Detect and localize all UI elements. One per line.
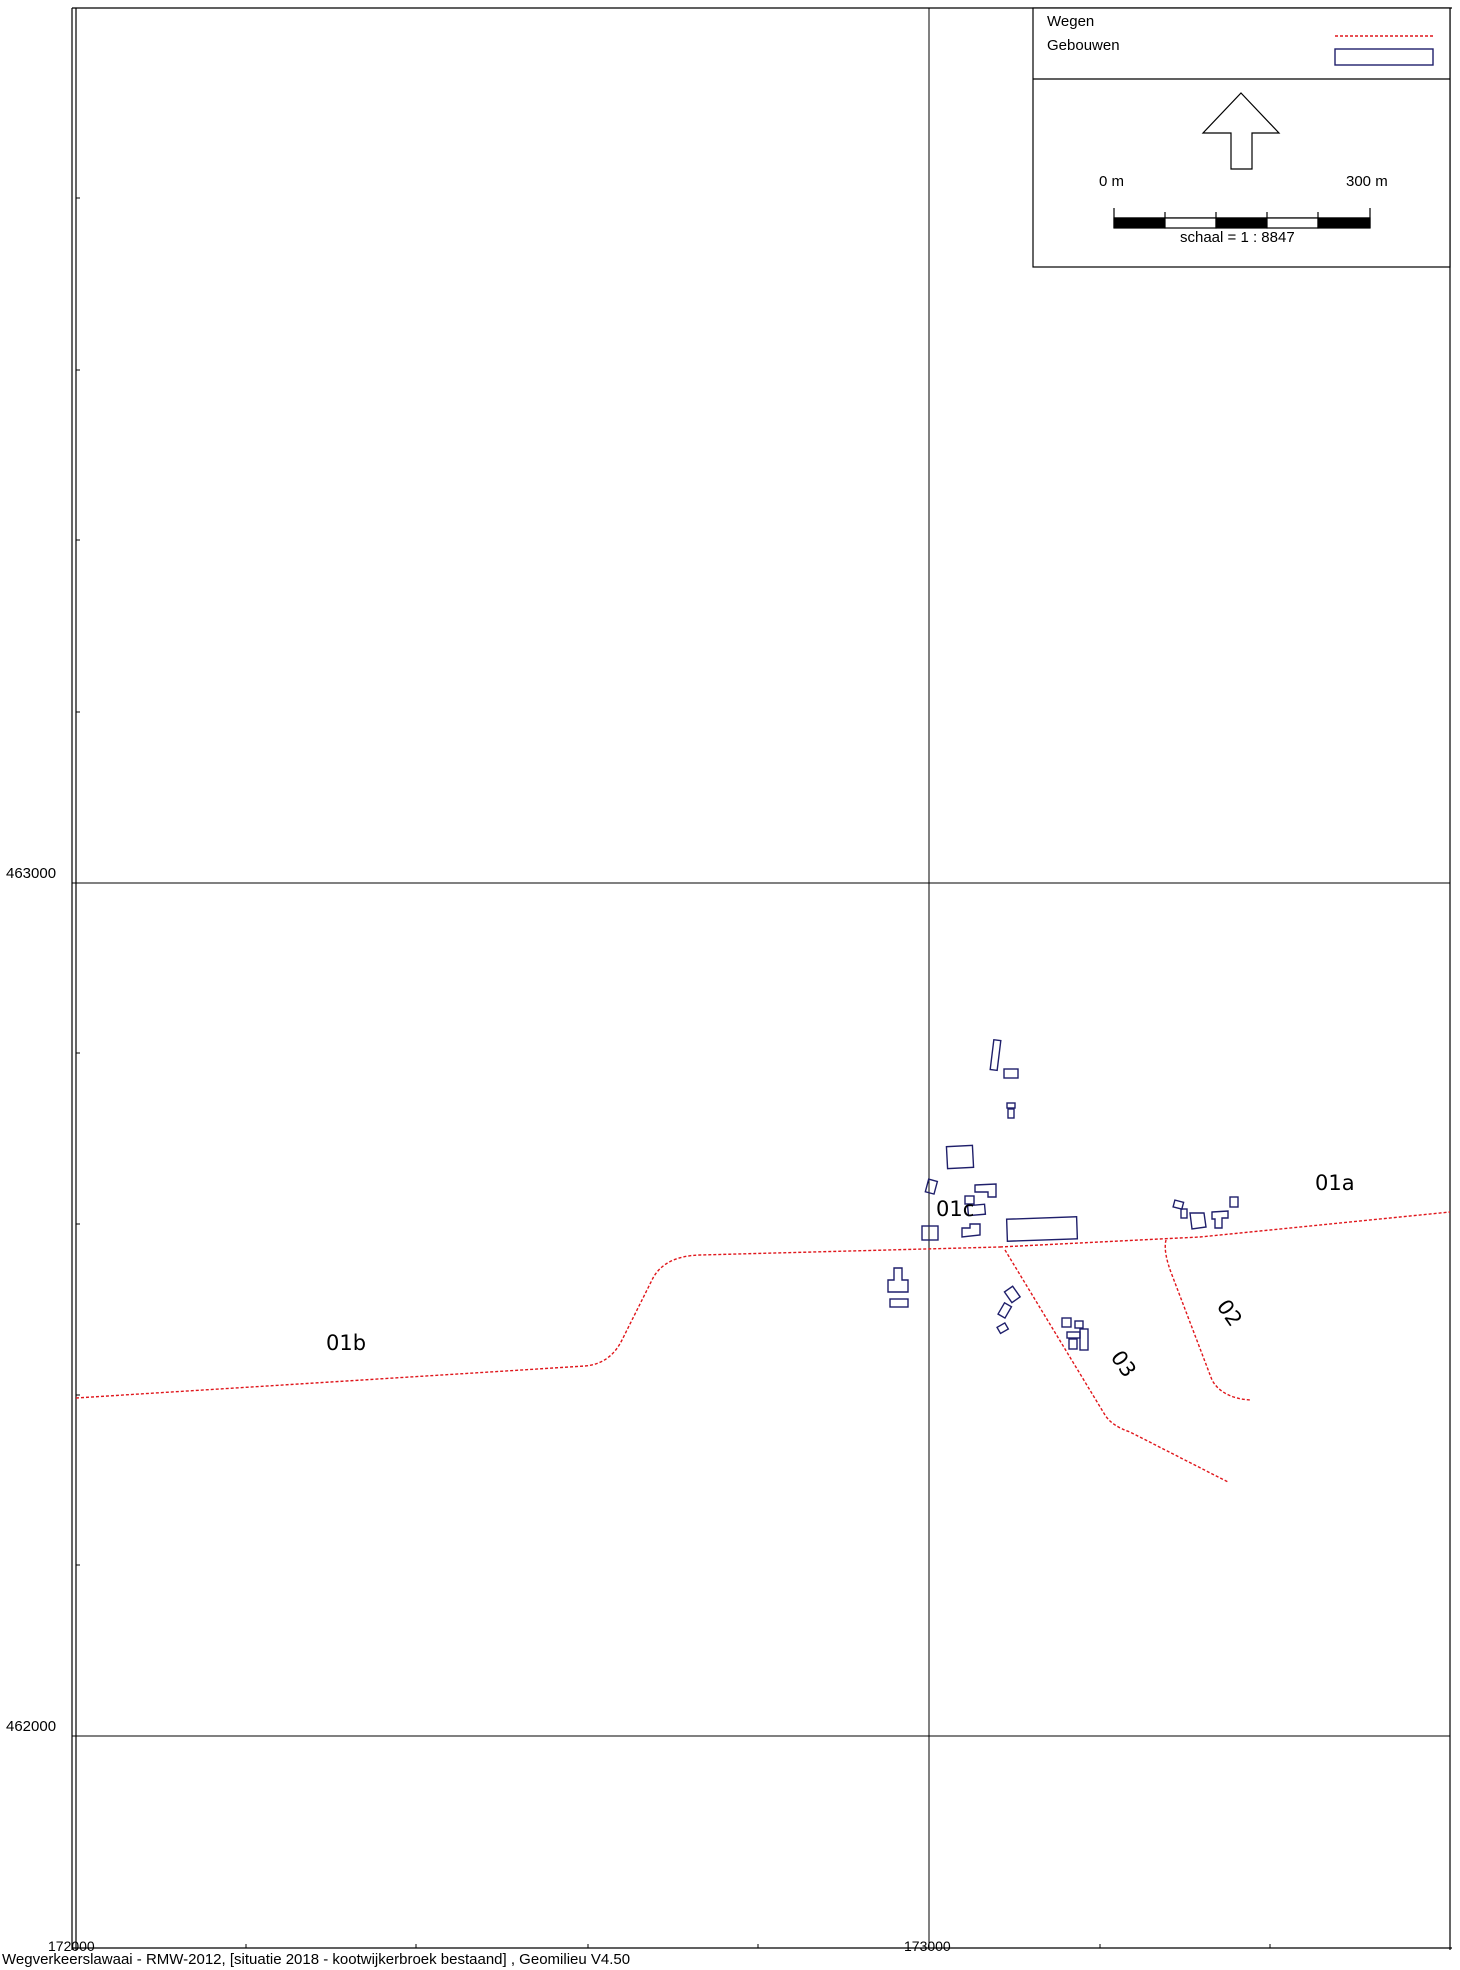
building xyxy=(1172,1199,1185,1211)
building xyxy=(1007,1108,1015,1119)
road-label-01a: 01a xyxy=(1315,1171,1355,1195)
building xyxy=(921,1225,939,1241)
legend-box: Wegen Gebouwen 0 m 300 m schaal = 1 : 88… xyxy=(1032,7,1451,268)
road-01b xyxy=(75,1246,1001,1399)
building xyxy=(1068,1338,1078,1350)
building xyxy=(966,1203,987,1217)
building xyxy=(974,1183,997,1198)
buildings xyxy=(887,1038,1239,1351)
legend-building-symbol xyxy=(1334,48,1434,66)
y-label-463000: 463000 xyxy=(6,865,56,882)
road-label-03: 03 xyxy=(1106,1346,1141,1382)
road-label-01b: 01b xyxy=(326,1331,366,1355)
building xyxy=(1211,1210,1229,1229)
building xyxy=(1074,1320,1084,1329)
road-03 xyxy=(1004,1249,1229,1483)
footer-caption: Wegverkeerslawaai - RMW-2012, [situatie … xyxy=(2,1951,631,1968)
building xyxy=(1003,1285,1022,1304)
building xyxy=(961,1223,981,1238)
scale-bar xyxy=(1113,208,1371,229)
legend-label-gebouwen: Gebouwen xyxy=(1047,37,1120,54)
building xyxy=(1005,1216,1079,1242)
building xyxy=(1066,1331,1081,1339)
scale-start-label: 0 m xyxy=(1099,173,1124,190)
building xyxy=(1061,1317,1072,1328)
legend-label-wegen: Wegen xyxy=(1047,13,1094,30)
x-label-173000: 173000 xyxy=(904,1938,951,1954)
road-01a xyxy=(999,1211,1451,1248)
grid-lines xyxy=(72,8,1450,1950)
building xyxy=(1189,1212,1207,1230)
building xyxy=(989,1038,1002,1072)
north-arrow-icon xyxy=(1201,92,1281,170)
road-02 xyxy=(1164,1239,1251,1401)
road-label-01c: 01c xyxy=(936,1197,974,1221)
building xyxy=(1003,1068,1019,1079)
roads xyxy=(75,1211,1451,1483)
map-frame xyxy=(71,7,1452,1950)
building xyxy=(997,1301,1013,1320)
building xyxy=(924,1178,939,1195)
scale-end-label: 300 m xyxy=(1346,173,1388,190)
building xyxy=(887,1267,909,1293)
road-label-02: 02 xyxy=(1212,1295,1247,1331)
building xyxy=(945,1144,975,1170)
x-label-172000: 172000 xyxy=(48,1938,95,1954)
scale-text: schaal = 1 : 8847 xyxy=(1180,229,1295,246)
building xyxy=(1079,1328,1089,1351)
building xyxy=(996,1321,1010,1335)
axis-ticks xyxy=(76,197,1271,1948)
y-label-462000: 462000 xyxy=(6,1718,56,1735)
building xyxy=(1180,1208,1188,1219)
building xyxy=(1006,1102,1016,1109)
building xyxy=(964,1195,975,1205)
building xyxy=(889,1298,909,1308)
building xyxy=(1229,1196,1239,1208)
